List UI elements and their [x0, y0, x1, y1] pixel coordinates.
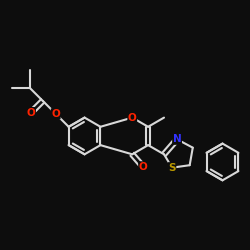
Text: O: O	[128, 112, 136, 122]
Text: O: O	[139, 162, 147, 172]
Text: S: S	[168, 163, 176, 173]
Text: O: O	[51, 109, 60, 119]
Text: N: N	[173, 134, 182, 144]
Text: O: O	[27, 108, 36, 118]
